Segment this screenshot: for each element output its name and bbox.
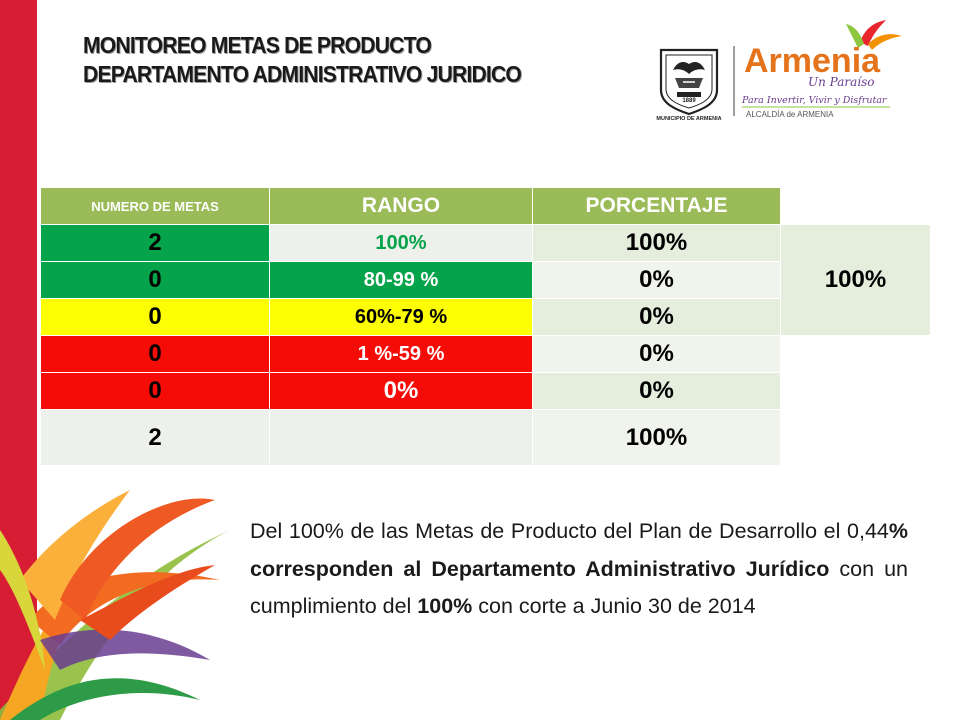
armenia-tagline: Un Paraíso bbox=[808, 75, 874, 89]
total-count: 2 bbox=[40, 409, 270, 466]
armenia-wordmark: Armenia bbox=[744, 42, 881, 80]
row-percent: 0% bbox=[532, 298, 781, 336]
row-range: 60%-79 % bbox=[269, 298, 533, 336]
row-count: 2 bbox=[40, 224, 270, 262]
table-row: 0 80-99 % 0% bbox=[40, 261, 931, 299]
table-row: 2 100% 100% 100% bbox=[40, 224, 931, 336]
row-count: 0 bbox=[40, 335, 270, 373]
row-range: 1 %-59 % bbox=[269, 335, 533, 373]
shield-year-label: 1889 bbox=[682, 98, 696, 104]
summary-percent: 100% bbox=[780, 224, 931, 336]
row-count: 0 bbox=[40, 261, 270, 299]
total-range bbox=[269, 409, 533, 466]
total-percent: 100% bbox=[532, 409, 781, 466]
municipio-label: MUNICIPIO DE ARMENIA bbox=[656, 116, 721, 122]
armenia-brand-logo: Armenia Un Paraíso Para Invertir, Vivir … bbox=[741, 20, 902, 119]
page-title: MONITOREO METAS DE PRODUCTO DEPARTAMENTO… bbox=[83, 31, 522, 89]
row-count: 0 bbox=[40, 372, 270, 410]
table-row: 0 1 %-59 % 0% bbox=[40, 335, 931, 373]
row-range: 0% bbox=[269, 372, 533, 410]
paragraph-part-3: con un cumplimiento del bbox=[250, 556, 908, 619]
table-header-row: NUMERO DE METAS RANGO PORCENTAJE bbox=[40, 187, 931, 225]
header-porcentaje: PORCENTAJE bbox=[532, 187, 781, 225]
row-range: 80-99 % bbox=[269, 261, 533, 299]
alcaldia-label: ALCALDÍA de ARMENIA bbox=[746, 110, 834, 119]
paragraph-part-1: Del 100% de las Metas de Producto del Pl… bbox=[250, 519, 889, 543]
paragraph-part-5: con corte a Junio 30 de 2014 bbox=[472, 594, 756, 618]
paragraph-bold-percent: 100% bbox=[417, 594, 473, 618]
municipio-shield-logo: 1889 MUNICIPIO DE ARMENIA bbox=[656, 48, 722, 122]
table-total-row: 2 100% bbox=[40, 409, 931, 466]
header-numero-metas: NUMERO DE METAS bbox=[40, 187, 270, 225]
header-rango: RANGO bbox=[269, 187, 533, 225]
table-row: 0 0% 0% bbox=[40, 372, 931, 410]
metas-status-table: NUMERO DE METAS RANGO PORCENTAJE 2 100% … bbox=[40, 187, 931, 466]
logo-divider bbox=[733, 46, 735, 116]
row-percent: 0% bbox=[532, 335, 781, 373]
title-line-2: DEPARTAMENTO ADMINISTRATIVO JURIDICO bbox=[83, 61, 522, 87]
table-row: 0 60%-79 % 0% bbox=[40, 298, 931, 336]
row-range: 100% bbox=[269, 224, 533, 262]
summary-paragraph: Del 100% de las Metas de Producto del Pl… bbox=[250, 513, 908, 626]
paragraph-bold-part: % corresponden al Departamento Administr… bbox=[250, 519, 908, 581]
armenia-slogan: Para Invertir, Vivir y Disfrutar bbox=[741, 95, 888, 106]
row-percent: 0% bbox=[532, 261, 781, 299]
row-percent: 0% bbox=[532, 372, 781, 410]
row-percent: 100% bbox=[532, 224, 781, 262]
bird-of-paradise-decoration bbox=[0, 490, 230, 720]
title-line-1: MONITOREO METAS DE PRODUCTO bbox=[83, 32, 432, 58]
row-count: 0 bbox=[40, 298, 270, 336]
